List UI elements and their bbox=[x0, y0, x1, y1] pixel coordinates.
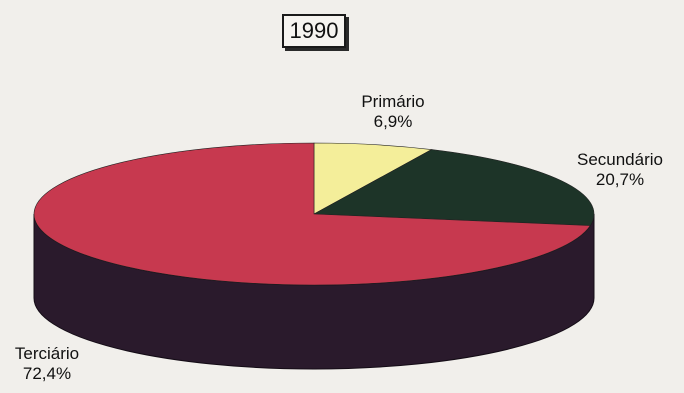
slice-value-terciario: 72,4% bbox=[22, 364, 72, 383]
slice-name-primario: Primário bbox=[361, 92, 425, 111]
slice-label-primario: Primário 6,9% bbox=[343, 92, 443, 132]
slice-name-terciario: Terciário bbox=[14, 344, 80, 363]
slice-label-terciario: Terciário 72,4% bbox=[2, 344, 92, 384]
slice-name-secundario: Secundário bbox=[576, 150, 663, 169]
pie-slice-secundario bbox=[312, 149, 595, 226]
slice-value-primario: 6,9% bbox=[373, 112, 413, 131]
slice-label-secundario: Secundário 20,7% bbox=[560, 150, 680, 190]
slice-value-secundario: 20,7% bbox=[595, 170, 645, 189]
pie-slice-terciario bbox=[33, 142, 591, 286]
pie-slice-primario bbox=[313, 142, 433, 215]
chart-title: 1990 bbox=[282, 14, 346, 48]
